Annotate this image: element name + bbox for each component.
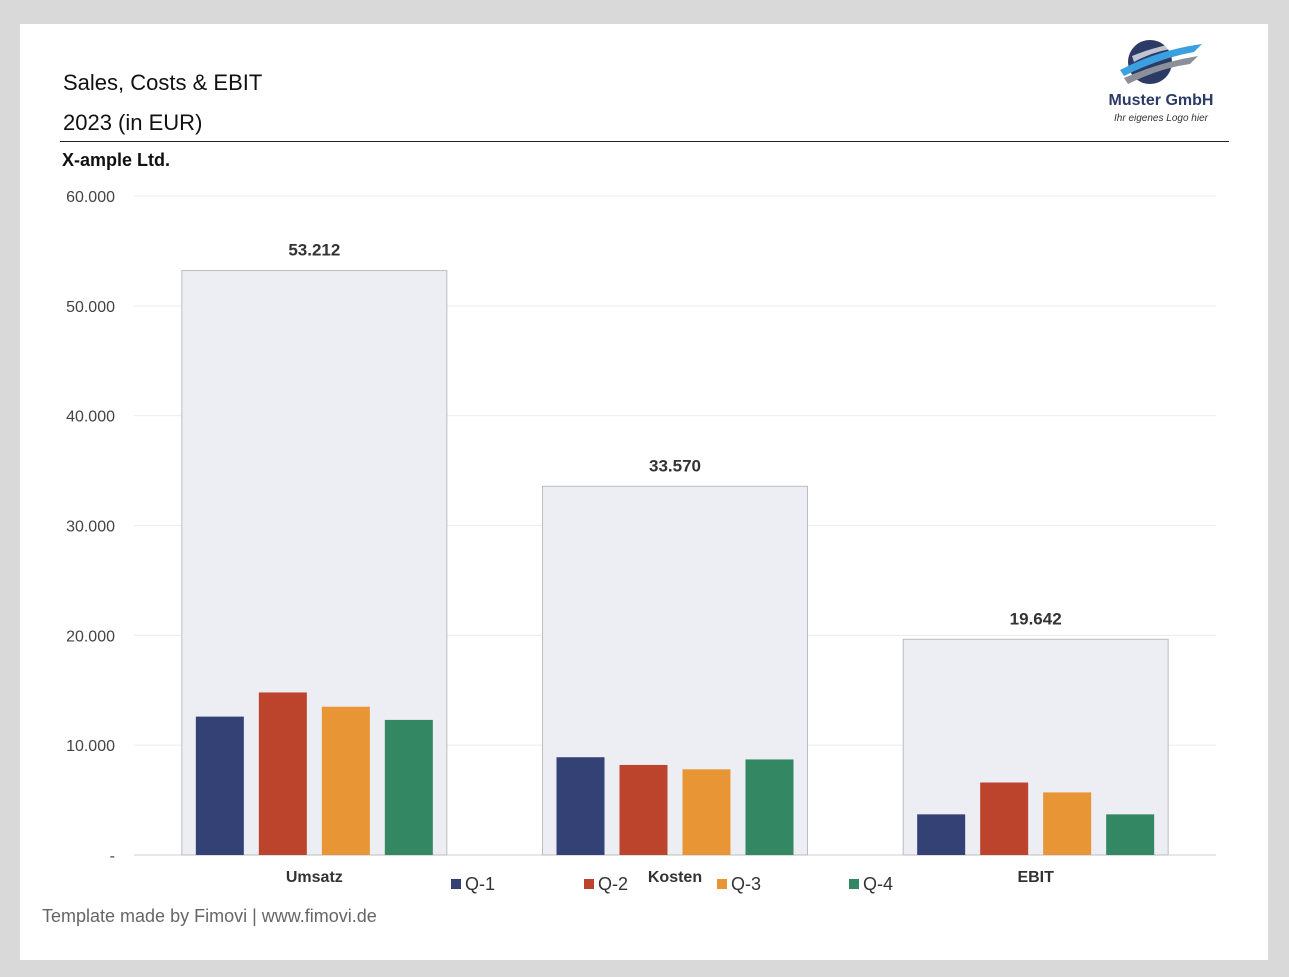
legend-label: Q-2 bbox=[598, 874, 629, 894]
bar-q-3 bbox=[1043, 792, 1092, 855]
legend-item-q-1: Q-1 bbox=[451, 874, 495, 895]
y-tick-label: 10.000 bbox=[66, 738, 115, 755]
category-label: Kosten bbox=[648, 869, 702, 886]
category-label: Umsatz bbox=[286, 869, 343, 886]
bar-q-4 bbox=[745, 759, 794, 855]
total-data-label: 33.570 bbox=[649, 456, 701, 475]
company-name: X-ample Ltd. bbox=[62, 150, 171, 170]
bar-q-3 bbox=[682, 769, 731, 855]
legend-label: Q-4 bbox=[863, 874, 894, 894]
footer-credit: Template made by Fimovi | www.fimovi.de bbox=[42, 906, 377, 926]
y-tick-label: 50.000 bbox=[66, 299, 115, 316]
legend-swatch bbox=[717, 879, 727, 889]
legend-item-q-2: Q-2 bbox=[584, 874, 628, 895]
bar-q-2 bbox=[258, 692, 307, 855]
logo-tagline: Ihr eigenes Logo hier bbox=[1114, 113, 1208, 124]
y-axis: - 10.000 20.000 30.000 40.000 50.000 60.000 bbox=[66, 189, 115, 865]
total-data-label: 19.642 bbox=[1010, 609, 1062, 628]
bar-q-2 bbox=[619, 764, 668, 855]
chart-subtitle: 2023 (in EUR) bbox=[63, 110, 203, 135]
legend-swatch bbox=[451, 879, 461, 889]
total-data-label: 53.212 bbox=[288, 241, 340, 260]
y-tick-label: - bbox=[110, 848, 115, 865]
legend: Q-1 Q-2 Q-3 Q-4 bbox=[0, 874, 1289, 898]
logo-name: Muster GmbH bbox=[1108, 92, 1214, 109]
bar-q-1 bbox=[917, 814, 966, 855]
bar-q-3 bbox=[321, 706, 370, 855]
legend-swatch bbox=[584, 879, 594, 889]
globe-swoosh-icon bbox=[1120, 40, 1202, 84]
bar-q-1 bbox=[195, 716, 244, 855]
bars bbox=[181, 270, 1169, 856]
bar-q-4 bbox=[384, 719, 433, 855]
legend-label: Q-1 bbox=[465, 874, 496, 894]
bar-q-2 bbox=[980, 782, 1029, 855]
legend-item-q-4: Q-4 bbox=[849, 874, 893, 895]
y-tick-label: 40.000 bbox=[66, 409, 115, 426]
bar-q-1 bbox=[556, 757, 605, 855]
header-divider bbox=[60, 141, 1229, 142]
company-logo: Muster GmbH Ihr eigenes Logo hier bbox=[1098, 36, 1228, 128]
legend-item-q-3: Q-3 bbox=[717, 874, 761, 895]
y-tick-label: 20.000 bbox=[66, 628, 115, 645]
legend-label: Q-3 bbox=[731, 874, 762, 894]
y-tick-label: 30.000 bbox=[66, 519, 115, 536]
y-tick-label: 60.000 bbox=[66, 189, 115, 206]
chart-title: Sales, Costs & EBIT bbox=[63, 70, 263, 95]
category-label: EBIT bbox=[1017, 869, 1054, 886]
bar-q-4 bbox=[1106, 814, 1155, 855]
labels: 53.212 Umsatz 33.570 Kosten 19.642 EBIT bbox=[286, 241, 1062, 886]
legend-swatch bbox=[849, 879, 859, 889]
